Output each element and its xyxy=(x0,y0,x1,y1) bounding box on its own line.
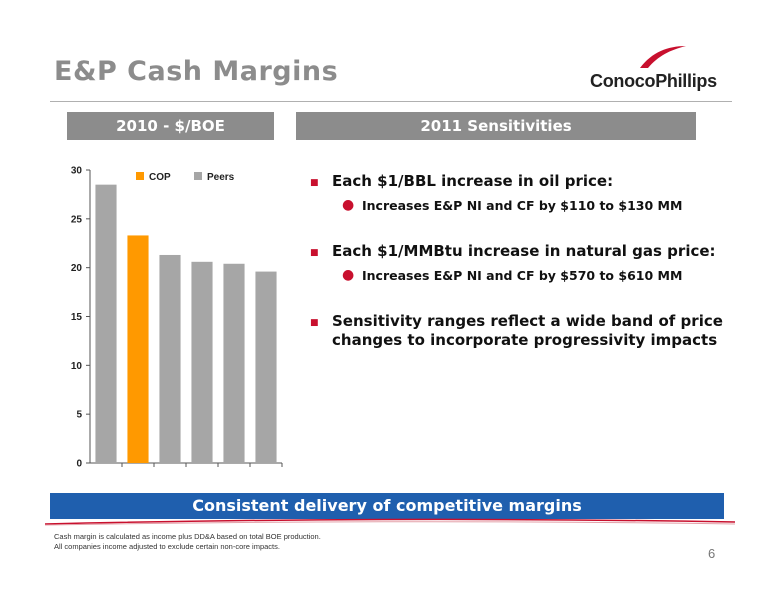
footnote-line: All companies income adjusted to exclude… xyxy=(54,542,280,551)
bullet-item: ■ Each $1/MMBtu increase in natural gas p… xyxy=(310,242,750,261)
y-tick-label: 0 xyxy=(76,459,82,470)
footnote-line: Cash margin is calculated as income plus… xyxy=(54,532,321,541)
y-tick-label: 30 xyxy=(71,166,83,177)
logo-text: ConocoPhillips xyxy=(590,71,717,91)
bullet-text: Each $1/MMBtu increase in natural gas pr… xyxy=(332,242,716,260)
bar-peers xyxy=(255,271,277,463)
y-tick-label: 20 xyxy=(71,263,83,274)
summary-banner: Consistent delivery of competitive margi… xyxy=(50,493,724,519)
bullet-text: Sensitivity ranges reflect a wide band o… xyxy=(332,312,723,349)
red-swoosh-icon xyxy=(45,518,735,526)
bar-peers xyxy=(223,263,245,463)
square-bullet-icon: ■ xyxy=(310,318,319,328)
bar-cop xyxy=(127,235,149,463)
chart-header: 2010 - $/BOE xyxy=(67,112,274,140)
cash-margin-bar-chart: 0 5 10 15 20 25 30 COP Peers xyxy=(71,166,283,470)
footnote: Cash margin is calculated as income plus… xyxy=(54,532,321,552)
dot-bullet-icon: ● xyxy=(342,197,355,213)
sub-bullet-text: Increases E&P NI and CF by $110 to $130 … xyxy=(362,198,683,213)
sensitivity-bullets: ■ Each $1/BBL increase in oil price: ● Inc… xyxy=(310,172,750,377)
logo-mark-icon xyxy=(640,46,686,68)
bar-peers xyxy=(95,184,117,463)
legend-swatch-cop xyxy=(136,172,144,180)
page-number: 6 xyxy=(708,546,716,561)
bullet-group: ■ Sensitivity ranges reflect a wide band … xyxy=(310,312,750,350)
legend-swatch-peers xyxy=(194,172,202,180)
sub-bullet-item: ● Increases E&P NI and CF by $110 to $130… xyxy=(310,197,750,215)
sensitivities-header: 2011 Sensitivities xyxy=(296,112,696,140)
bullet-item: ■ Each $1/BBL increase in oil price: xyxy=(310,172,750,191)
legend-label-cop: COP xyxy=(149,172,171,183)
bar-peers xyxy=(159,254,181,463)
bullet-group: ■ Each $1/BBL increase in oil price: ● Inc… xyxy=(310,172,750,215)
title-divider xyxy=(50,101,732,102)
y-tick-label: 10 xyxy=(71,361,83,372)
bullet-item: ■ Sensitivity ranges reflect a wide band … xyxy=(310,312,750,350)
y-tick-label: 5 xyxy=(76,410,82,421)
sub-bullet-text: Increases E&P NI and CF by $570 to $610 … xyxy=(362,268,683,283)
bullet-text: Each $1/BBL increase in oil price: xyxy=(332,172,614,190)
bullet-group: ■ Each $1/MMBtu increase in natural gas p… xyxy=(310,242,750,285)
square-bullet-icon: ■ xyxy=(310,248,319,258)
legend-label-peers: Peers xyxy=(207,172,235,183)
square-bullet-icon: ■ xyxy=(310,178,319,188)
dot-bullet-icon: ● xyxy=(342,267,355,283)
y-tick-label: 25 xyxy=(71,214,83,225)
page-title: E&P Cash Margins xyxy=(54,56,339,87)
company-logo: ConocoPhillips xyxy=(590,44,725,96)
y-tick-label: 15 xyxy=(71,312,83,323)
sub-bullet-item: ● Increases E&P NI and CF by $570 to $610… xyxy=(310,267,750,285)
bar-peers xyxy=(191,261,213,463)
